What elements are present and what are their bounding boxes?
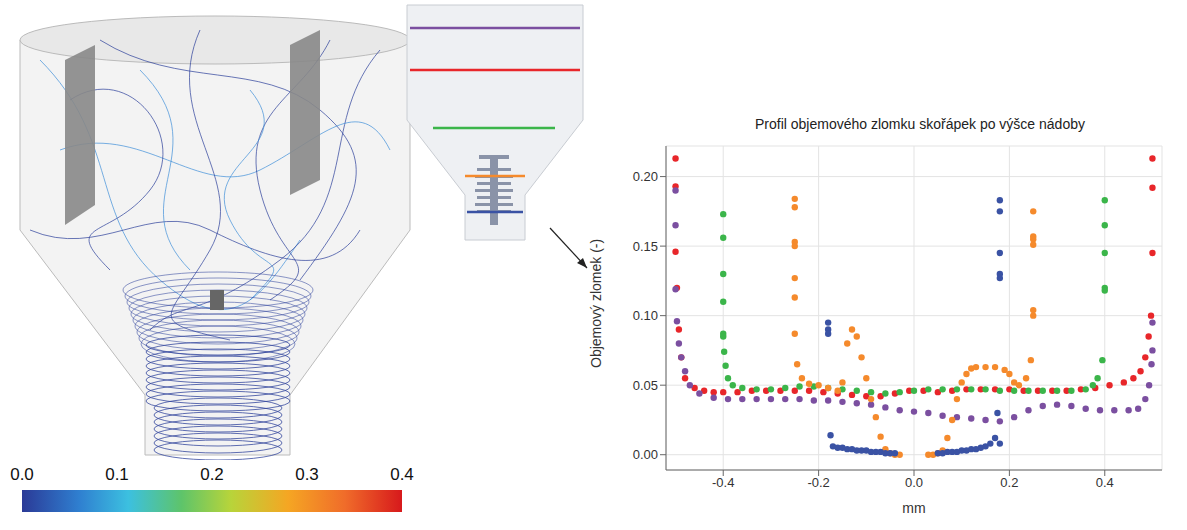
- svg-text:mm: mm: [902, 500, 925, 516]
- svg-text:0.10: 0.10: [633, 308, 658, 323]
- svg-text:0.0: 0.0: [10, 465, 34, 484]
- html-text:Profil objemového zlomku skořá: Profil objemového zlomku skořápek po výš…: [755, 116, 1085, 132]
- svg-text:0.2: 0.2: [200, 465, 224, 484]
- svg-text:0.00: 0.00: [633, 447, 658, 462]
- svg-text:0.15: 0.15: [633, 239, 658, 254]
- svg-text:0.4: 0.4: [390, 465, 414, 484]
- svg-text:0.20: 0.20: [633, 169, 658, 184]
- svg-text:0.1: 0.1: [105, 465, 129, 484]
- svg-text:0.2: 0.2: [1000, 475, 1018, 490]
- svg-text:-0.2: -0.2: [807, 475, 829, 490]
- svg-text:0.3: 0.3: [295, 465, 319, 484]
- svg-text:-0.4: -0.4: [712, 475, 734, 490]
- svg-text:0.4: 0.4: [1096, 475, 1114, 490]
- svg-text:Objemový zlomek (-): Objemový zlomek (-): [588, 239, 604, 368]
- svg-text:0.05: 0.05: [633, 378, 658, 393]
- svg-text:0.0: 0.0: [905, 475, 923, 490]
